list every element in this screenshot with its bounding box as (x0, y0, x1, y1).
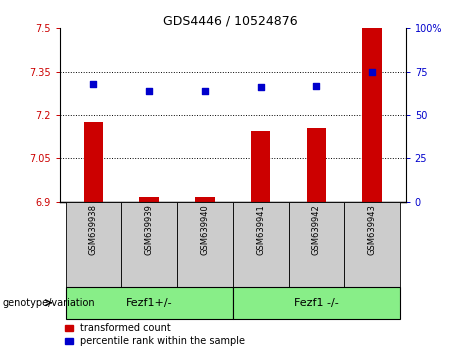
Text: GSM639939: GSM639939 (145, 204, 154, 255)
Bar (233, 287, 400, 319)
Bar (83, 122, 103, 202)
Legend: transformed count, percentile rank within the sample: transformed count, percentile rank withi… (65, 324, 245, 346)
Point (90, 81, 97, 87)
Bar (195, 198, 215, 202)
Bar (362, 28, 382, 202)
Bar (121, 202, 177, 287)
Text: genotype/variation: genotype/variation (2, 298, 95, 308)
Bar (233, 202, 289, 287)
Bar (344, 202, 400, 287)
Bar (307, 128, 326, 202)
Text: GSM639938: GSM639938 (89, 204, 98, 255)
Point (146, 88, 153, 93)
Bar (65, 287, 233, 319)
Text: GSM639941: GSM639941 (256, 204, 265, 255)
Point (201, 88, 209, 93)
Text: GSM639942: GSM639942 (312, 204, 321, 255)
Text: Fezf1+/-: Fezf1+/- (126, 298, 172, 308)
Text: GSM639943: GSM639943 (368, 204, 377, 255)
Text: Fezf1 -/-: Fezf1 -/- (294, 298, 339, 308)
Bar (289, 202, 344, 287)
Bar (251, 131, 271, 202)
Text: GSM639940: GSM639940 (201, 204, 209, 255)
Text: GDS4446 / 10524876: GDS4446 / 10524876 (163, 14, 298, 27)
Point (257, 85, 264, 90)
Bar (65, 202, 121, 287)
Point (368, 69, 376, 75)
Point (313, 83, 320, 88)
Bar (139, 198, 159, 202)
Bar (177, 202, 233, 287)
